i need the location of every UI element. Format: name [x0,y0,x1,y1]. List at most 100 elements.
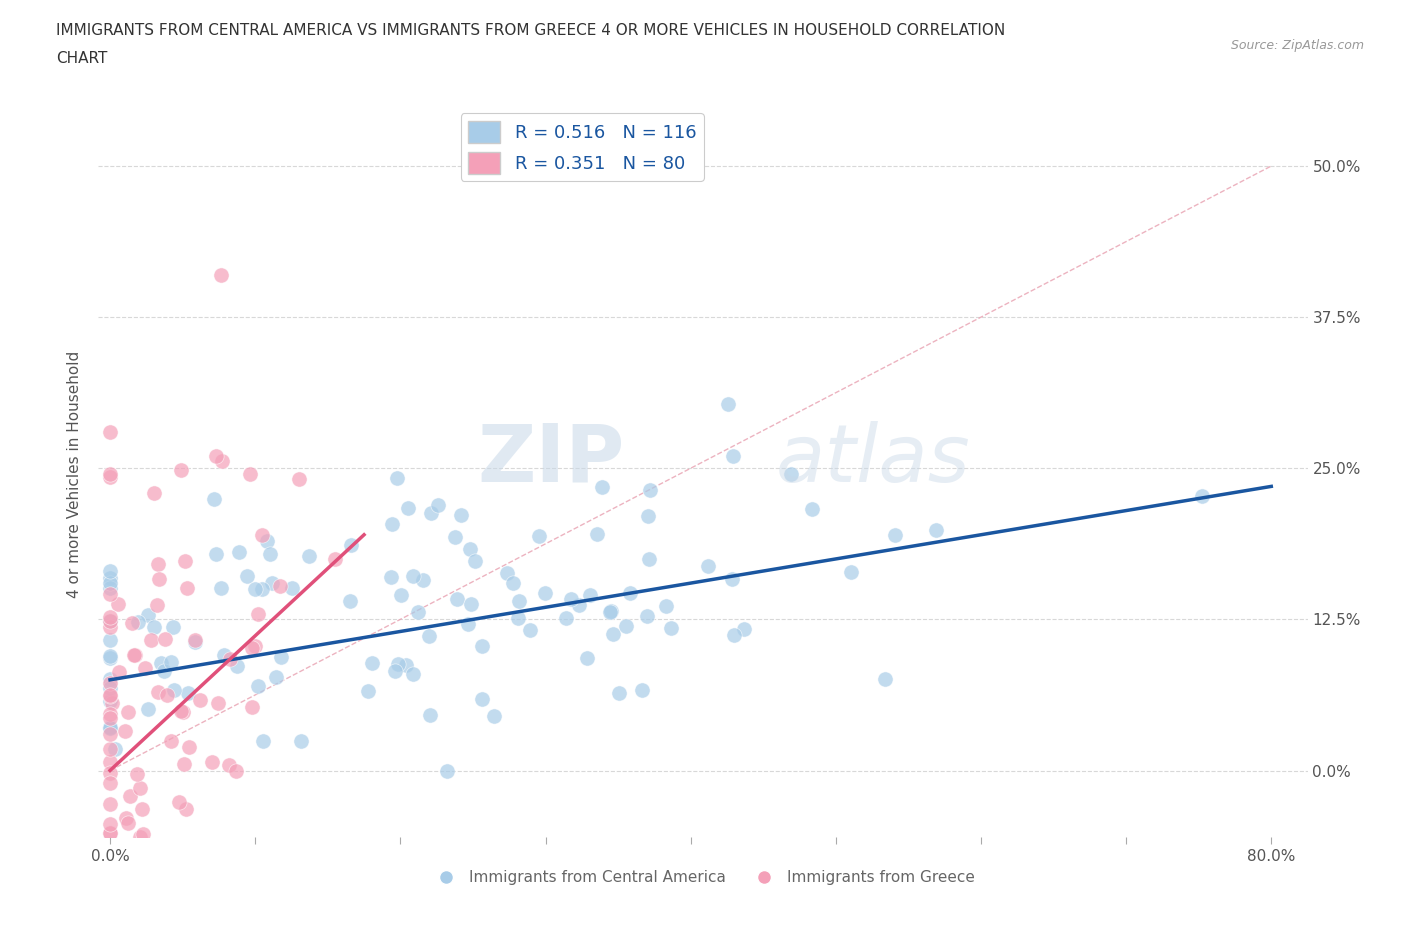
Point [568,597,591,612]
Point [117,816,139,830]
Point [323,551,346,566]
Point [98,693,121,708]
Point [779,467,801,482]
Point [205,448,228,463]
Point [98,614,121,629]
Point [176,581,198,596]
Point [184,632,207,647]
Point [98,720,121,735]
Point [170,463,193,478]
Point [117,704,139,719]
Point [252,734,274,749]
Point [98,796,121,811]
Point [839,565,862,579]
Point [148,556,170,571]
Point [184,634,207,649]
Point [240,640,263,655]
Point [381,516,404,531]
Point [155,631,177,646]
Point [149,656,172,671]
Text: ZIP: ZIP [477,420,624,498]
Point [396,500,419,515]
Point [384,663,406,678]
Point [246,679,269,694]
Point [240,699,263,714]
Point [146,598,169,613]
Point [619,586,641,601]
Point [98,571,121,586]
Point [733,622,755,637]
Point [243,581,266,596]
Point [236,568,259,583]
Point [209,267,232,282]
Point [98,587,121,602]
Point [723,628,745,643]
Point [269,578,291,593]
Point [496,565,519,580]
Point [98,853,121,868]
Point [174,801,197,816]
Point [402,568,425,583]
Point [357,684,380,698]
Point [402,667,425,682]
Point [98,826,121,841]
Point [412,572,434,587]
Point [98,817,121,831]
Point [801,501,824,516]
Point [614,618,637,633]
Point [576,651,599,666]
Point [98,671,121,686]
Point [172,705,194,720]
Point [654,599,676,614]
Point [98,711,121,725]
Point [98,727,121,742]
Text: CHART: CHART [56,51,108,66]
Point [118,789,141,804]
Point [98,721,121,736]
Point [114,851,136,866]
Point [98,564,121,578]
Point [134,660,156,675]
Point [246,606,269,621]
Point [875,671,897,686]
Point [173,757,195,772]
Point [146,684,169,699]
Point [156,688,179,703]
Point [98,580,121,595]
Point [406,604,429,619]
Point [170,704,193,719]
Point [201,754,224,769]
Point [98,575,121,590]
Point [188,693,211,708]
Point [159,733,181,748]
Point [98,897,121,911]
Point [288,472,311,486]
Point [226,658,249,673]
Point [148,571,170,586]
Point [460,596,482,611]
Point [585,526,607,541]
Point [418,629,440,644]
Point [218,758,240,773]
Point [162,619,184,634]
Point [125,856,148,870]
Point [631,683,654,698]
Point [599,604,621,619]
Point [98,826,121,841]
Point [228,545,250,560]
Point [204,547,226,562]
Point [637,608,659,623]
Point [211,454,233,469]
Point [607,685,630,700]
Point [527,529,550,544]
Point [153,664,176,679]
Point [419,708,441,723]
Point [446,591,468,606]
Point [121,616,143,631]
Point [387,471,409,485]
Point [436,763,458,777]
Point [127,766,149,781]
Text: atlas: atlas [776,420,970,498]
Point [98,649,121,664]
Point [252,527,274,542]
